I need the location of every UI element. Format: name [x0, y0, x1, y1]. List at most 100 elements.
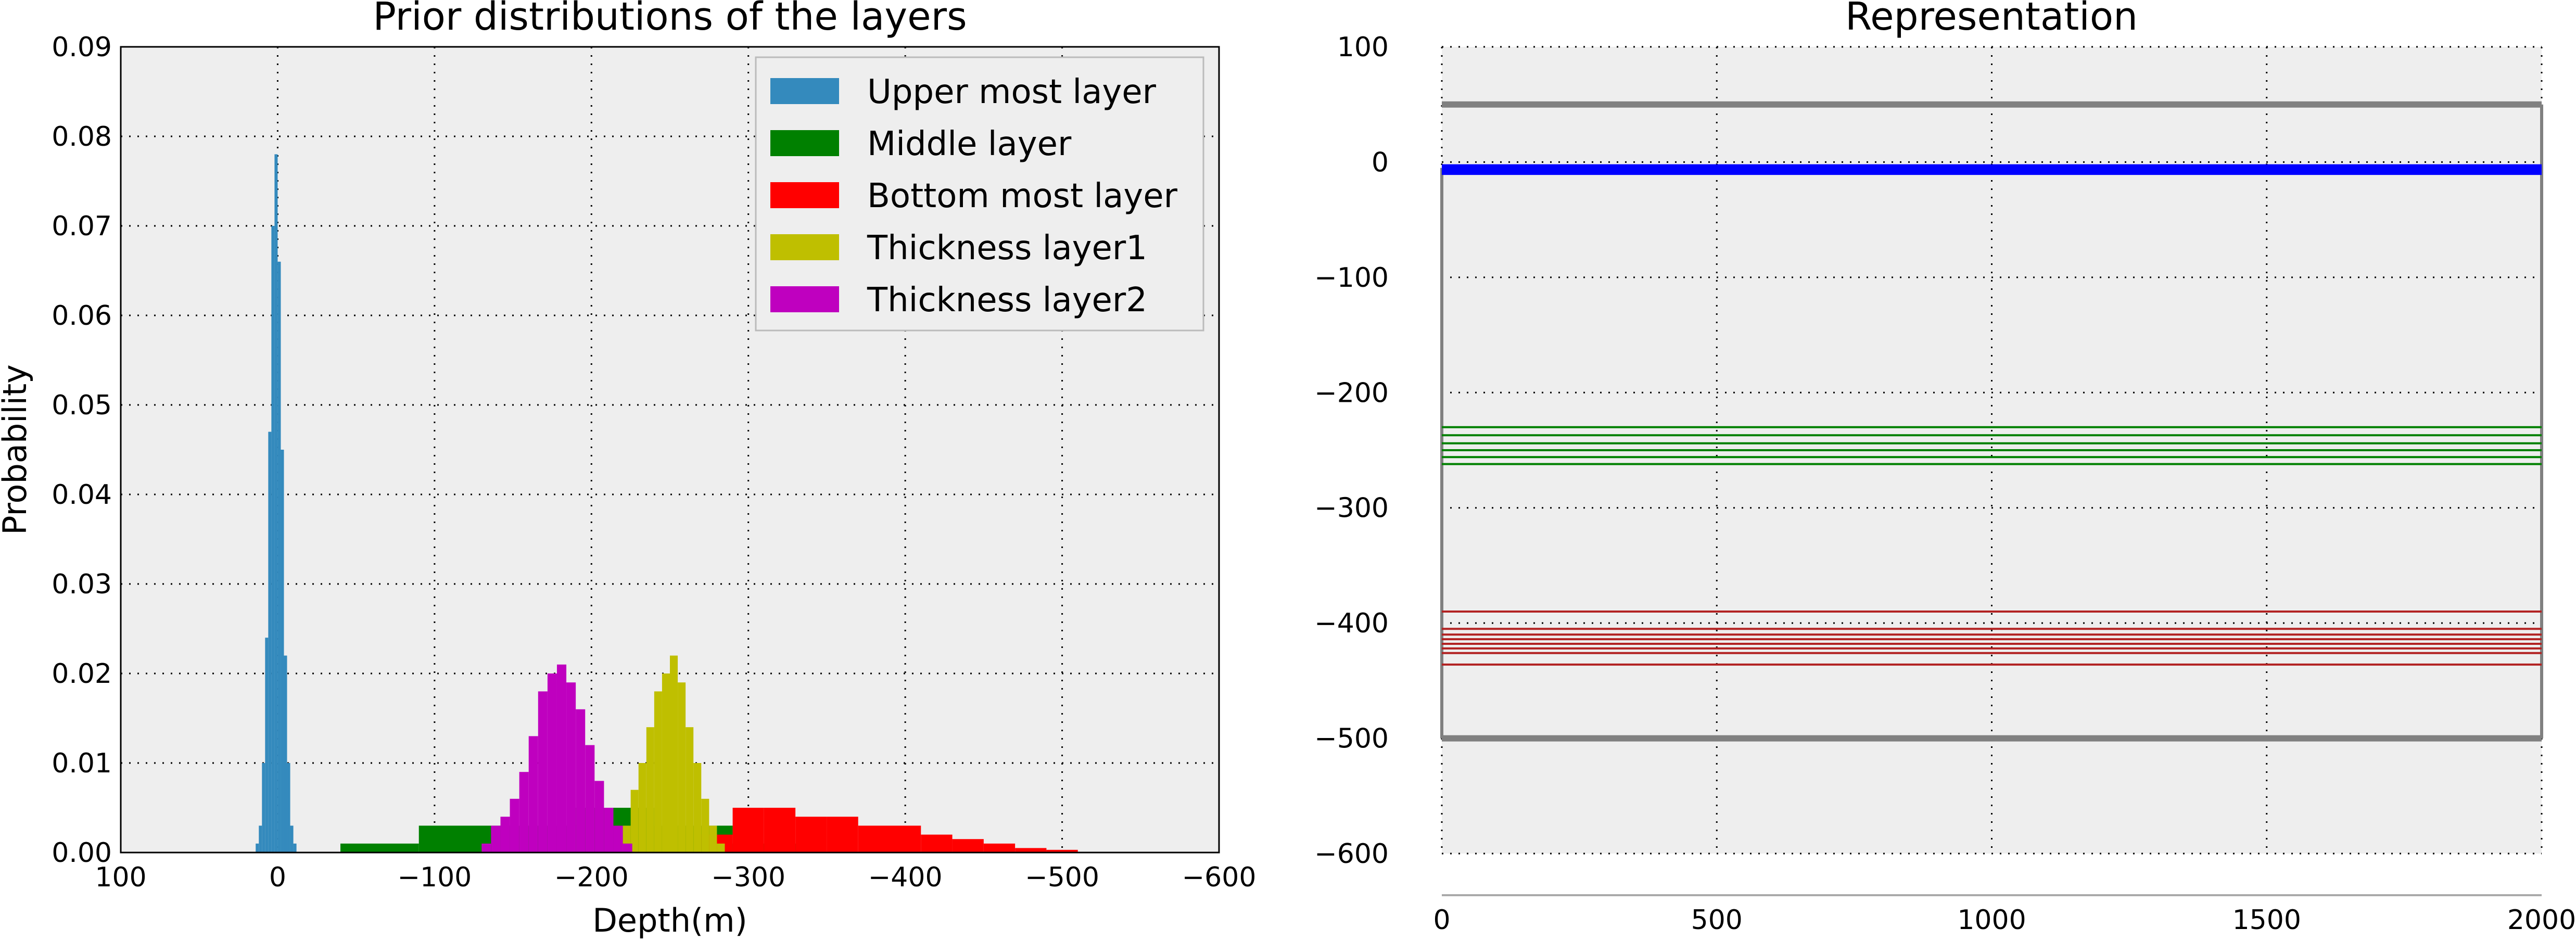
histogram-bar-series-0 [287, 763, 290, 853]
legend: Upper most layer Middle layer Bottom mos… [755, 56, 1204, 332]
histogram-bar-series-3 [678, 682, 686, 853]
legend-swatch-middle-layer [770, 130, 839, 156]
histogram-bar-series-0 [293, 843, 297, 853]
histogram-bar-series-4 [566, 682, 576, 853]
left-y-tick-labels: 0.00 0.01 0.02 0.03 0.04 0.05 0.06 0.07 0.08 0.09 [52, 32, 112, 869]
histogram-bar-series-2 [858, 825, 890, 853]
right-x-tick-label: 500 [1691, 905, 1743, 936]
left-x-tick-label: −300 [711, 862, 785, 893]
left-y-tick-label: 0.04 [52, 479, 112, 511]
legend-swatch-upper-most-layer [770, 78, 839, 104]
left-chart-title: Prior distributions of the layers [373, 0, 967, 39]
left-x-tick-label: −400 [868, 862, 943, 893]
left-plot-frame [120, 46, 1220, 854]
histogram-bar-series-2 [732, 808, 764, 853]
right-y-tick-label: −400 [1314, 608, 1389, 639]
histogram-bar-series-3 [717, 843, 725, 853]
histogram-bar-series-4 [556, 664, 567, 853]
histogram-bar-series-2 [952, 839, 984, 853]
histogram-bar-series-3 [686, 727, 694, 853]
legend-label-bottom-most-layer: Bottom most layer [867, 177, 1178, 215]
right-y-tick-label: −500 [1314, 723, 1389, 755]
representation-chart: 0 500 1000 1500 2000 1000−100−200−300−400−50… [1314, 0, 2576, 936]
right-chart-title: Representation [1845, 0, 2138, 39]
left-y-tick-label: 0.01 [52, 748, 112, 779]
histogram-bar-series-4 [623, 843, 632, 853]
legend-label-upper-most-layer: Upper most layer [867, 73, 1157, 111]
right-y-tick-label: −200 [1314, 377, 1389, 409]
right-y-tick-labels: 100 0 −100 −200 −300 −400 −500 −600 [1314, 32, 1389, 870]
histogram-bar-series-4 [538, 691, 548, 853]
left-x-tick-label: 100 [95, 862, 146, 893]
histogram-bar-series-2 [890, 825, 921, 853]
legend-swatch-bottom-most-layer [770, 182, 839, 208]
histogram-bar-series-2 [1046, 849, 1078, 853]
left-x-tick-labels: 100 0 −100 −200 −300 −400 −500 −600 [95, 862, 1256, 893]
histogram-bar-series-1 [340, 843, 419, 853]
histogram-bar-series-2 [1015, 848, 1047, 853]
histogram-bar-series-0 [271, 226, 275, 853]
histogram-bar-series-2 [764, 808, 796, 853]
histogram-bar-series-4 [594, 781, 604, 853]
histogram-bar-series-3 [701, 798, 709, 853]
histogram-bar-series-0 [274, 154, 278, 853]
histogram-bar-series-3 [638, 763, 646, 853]
histogram-bar-series-3 [646, 727, 654, 853]
left-y-tick-label: 0.03 [52, 569, 112, 600]
right-x-tick-labels: 0 500 1000 1500 2000 [1433, 905, 2576, 936]
histogram-bar-series-3 [630, 790, 639, 853]
right-y-tick-label: −100 [1314, 262, 1389, 294]
right-x-tick-label: 1500 [2232, 905, 2301, 936]
left-y-axis-label: Probability [0, 364, 34, 535]
right-y-tick-label: 100 [1337, 32, 1389, 63]
left-x-tick-label: −600 [1182, 862, 1257, 893]
histogram-bar-series-3 [654, 691, 662, 853]
left-y-tick-label: 0.00 [52, 837, 112, 869]
right-y-tick-label: −600 [1314, 838, 1389, 870]
histogram-bar-series-4 [604, 808, 614, 853]
histogram-bar-series-4 [585, 745, 595, 853]
left-histogram-bars [256, 154, 1078, 853]
histogram-bar-series-3 [709, 825, 717, 853]
histogram-bar-series-0 [256, 843, 259, 853]
histogram-bar-series-4 [500, 817, 510, 853]
legend-label-middle-layer: Middle layer [867, 125, 1072, 163]
right-layer-lines [1440, 101, 2543, 742]
histogram-bar-series-2 [983, 843, 1016, 853]
left-x-axis-label: Depth(m) [592, 901, 747, 939]
left-x-tick-label: 0 [269, 862, 286, 893]
left-y-tick-label: 0.09 [52, 32, 112, 63]
legend-swatch-thickness-layer1 [770, 234, 839, 260]
histogram-bar-series-3 [670, 655, 678, 853]
histogram-bar-series-2 [795, 817, 827, 853]
histogram-bar-series-3 [693, 763, 702, 853]
histogram-bar-series-4 [481, 843, 491, 853]
right-x-tick-label: 2000 [2507, 905, 2576, 936]
histogram-bar-series-0 [259, 825, 262, 853]
histogram-bar-series-4 [528, 736, 538, 853]
prior-distributions-chart: 100 0 −100 −200 −300 −400 −500 −600 0.000.010.0… [0, 0, 1256, 939]
right-x-tick-label: 0 [1433, 905, 1450, 936]
histogram-bar-series-4 [576, 709, 586, 853]
histogram-bar-series-0 [277, 261, 281, 853]
histogram-bar-series-0 [284, 655, 287, 853]
histogram-bar-series-0 [290, 825, 294, 853]
histogram-bar-series-2 [827, 817, 858, 853]
legend-label-thickness-layer2: Thickness layer2 [867, 281, 1147, 320]
left-y-tick-label: 0.06 [52, 300, 112, 332]
left-y-tick-label: 0.08 [52, 121, 112, 152]
histogram-bar-series-4 [613, 825, 623, 853]
left-x-tick-label: −200 [554, 862, 629, 893]
legend-label-thickness-layer1: Thickness layer1 [867, 229, 1147, 268]
legend-swatch-thickness-layer2 [770, 286, 839, 312]
right-y-tick-label: −300 [1314, 493, 1389, 524]
left-y-tick-label: 0.05 [52, 390, 112, 421]
right-x-tick-label: 1000 [1957, 905, 2026, 936]
left-y-tick-label: 0.02 [52, 658, 112, 690]
histogram-bar-series-3 [662, 673, 670, 853]
histogram-bar-series-4 [547, 673, 557, 853]
histogram-bar-series-0 [265, 638, 269, 853]
histogram-bar-series-4 [491, 825, 501, 853]
right-y-tick-label: 0 [1372, 147, 1389, 178]
